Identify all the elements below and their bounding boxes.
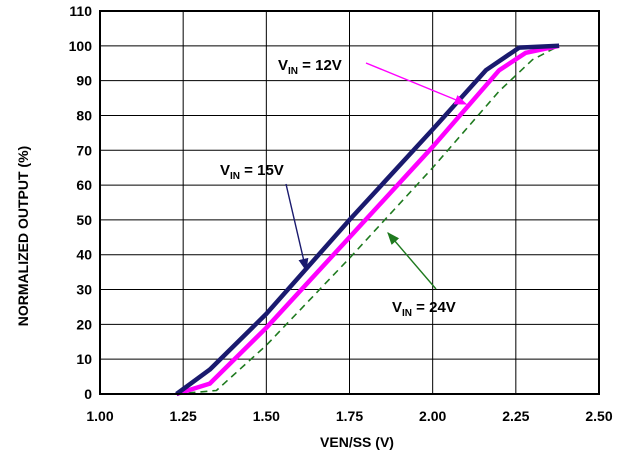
x-tick-label: 2.50 xyxy=(585,408,612,424)
series-label: VIN = 12V xyxy=(278,57,342,77)
x-tick-label: 1.25 xyxy=(170,408,197,424)
y-tick-label: 80 xyxy=(76,107,92,123)
x-tick-labels: 1.00 1.25 1.50 1.75 2.00 2.25 2.50 xyxy=(86,408,612,424)
y-tick-label: 30 xyxy=(76,282,92,298)
y-tick-labels: 0 10 20 30 40 50 60 70 80 90 100 110 xyxy=(69,3,93,402)
series-layer xyxy=(175,43,560,397)
y-tick-label: 90 xyxy=(76,73,92,89)
y-tick-label: 70 xyxy=(76,142,92,158)
x-tick-label: 1.50 xyxy=(253,408,280,424)
y-tick-label: 60 xyxy=(76,177,92,193)
annotation-arrow xyxy=(285,183,309,272)
y-tick-label: 50 xyxy=(76,212,92,228)
x-tick-label: 2.25 xyxy=(502,408,529,424)
series-label: VIN = 15V xyxy=(220,162,284,182)
x-tick-label: 2.00 xyxy=(419,408,446,424)
x-tick-label: 1.00 xyxy=(86,408,113,424)
series-line xyxy=(176,45,560,395)
plot-frame xyxy=(99,10,600,395)
y-tick-label: 20 xyxy=(76,316,92,332)
y-tick-label: 100 xyxy=(69,38,93,54)
x-axis-title: VEN/SS (V) xyxy=(320,434,394,450)
series-annotations: VIN = 12V VIN = 15V VIN = 24V xyxy=(220,57,468,319)
y-tick-label: 10 xyxy=(76,351,92,367)
annotation-arrow xyxy=(387,232,437,290)
x-tick-label: 1.75 xyxy=(336,408,363,424)
y-axis-title: NORMALIZED OUTPUT (%) xyxy=(15,146,31,326)
series-label: VIN = 24V xyxy=(392,299,456,319)
y-tick-label: 110 xyxy=(69,3,92,19)
y-tick-label: 40 xyxy=(76,247,92,263)
y-tick-label: 0 xyxy=(84,386,92,402)
series-line xyxy=(175,43,560,396)
series-line xyxy=(175,43,560,397)
annotation-arrow xyxy=(365,62,468,105)
